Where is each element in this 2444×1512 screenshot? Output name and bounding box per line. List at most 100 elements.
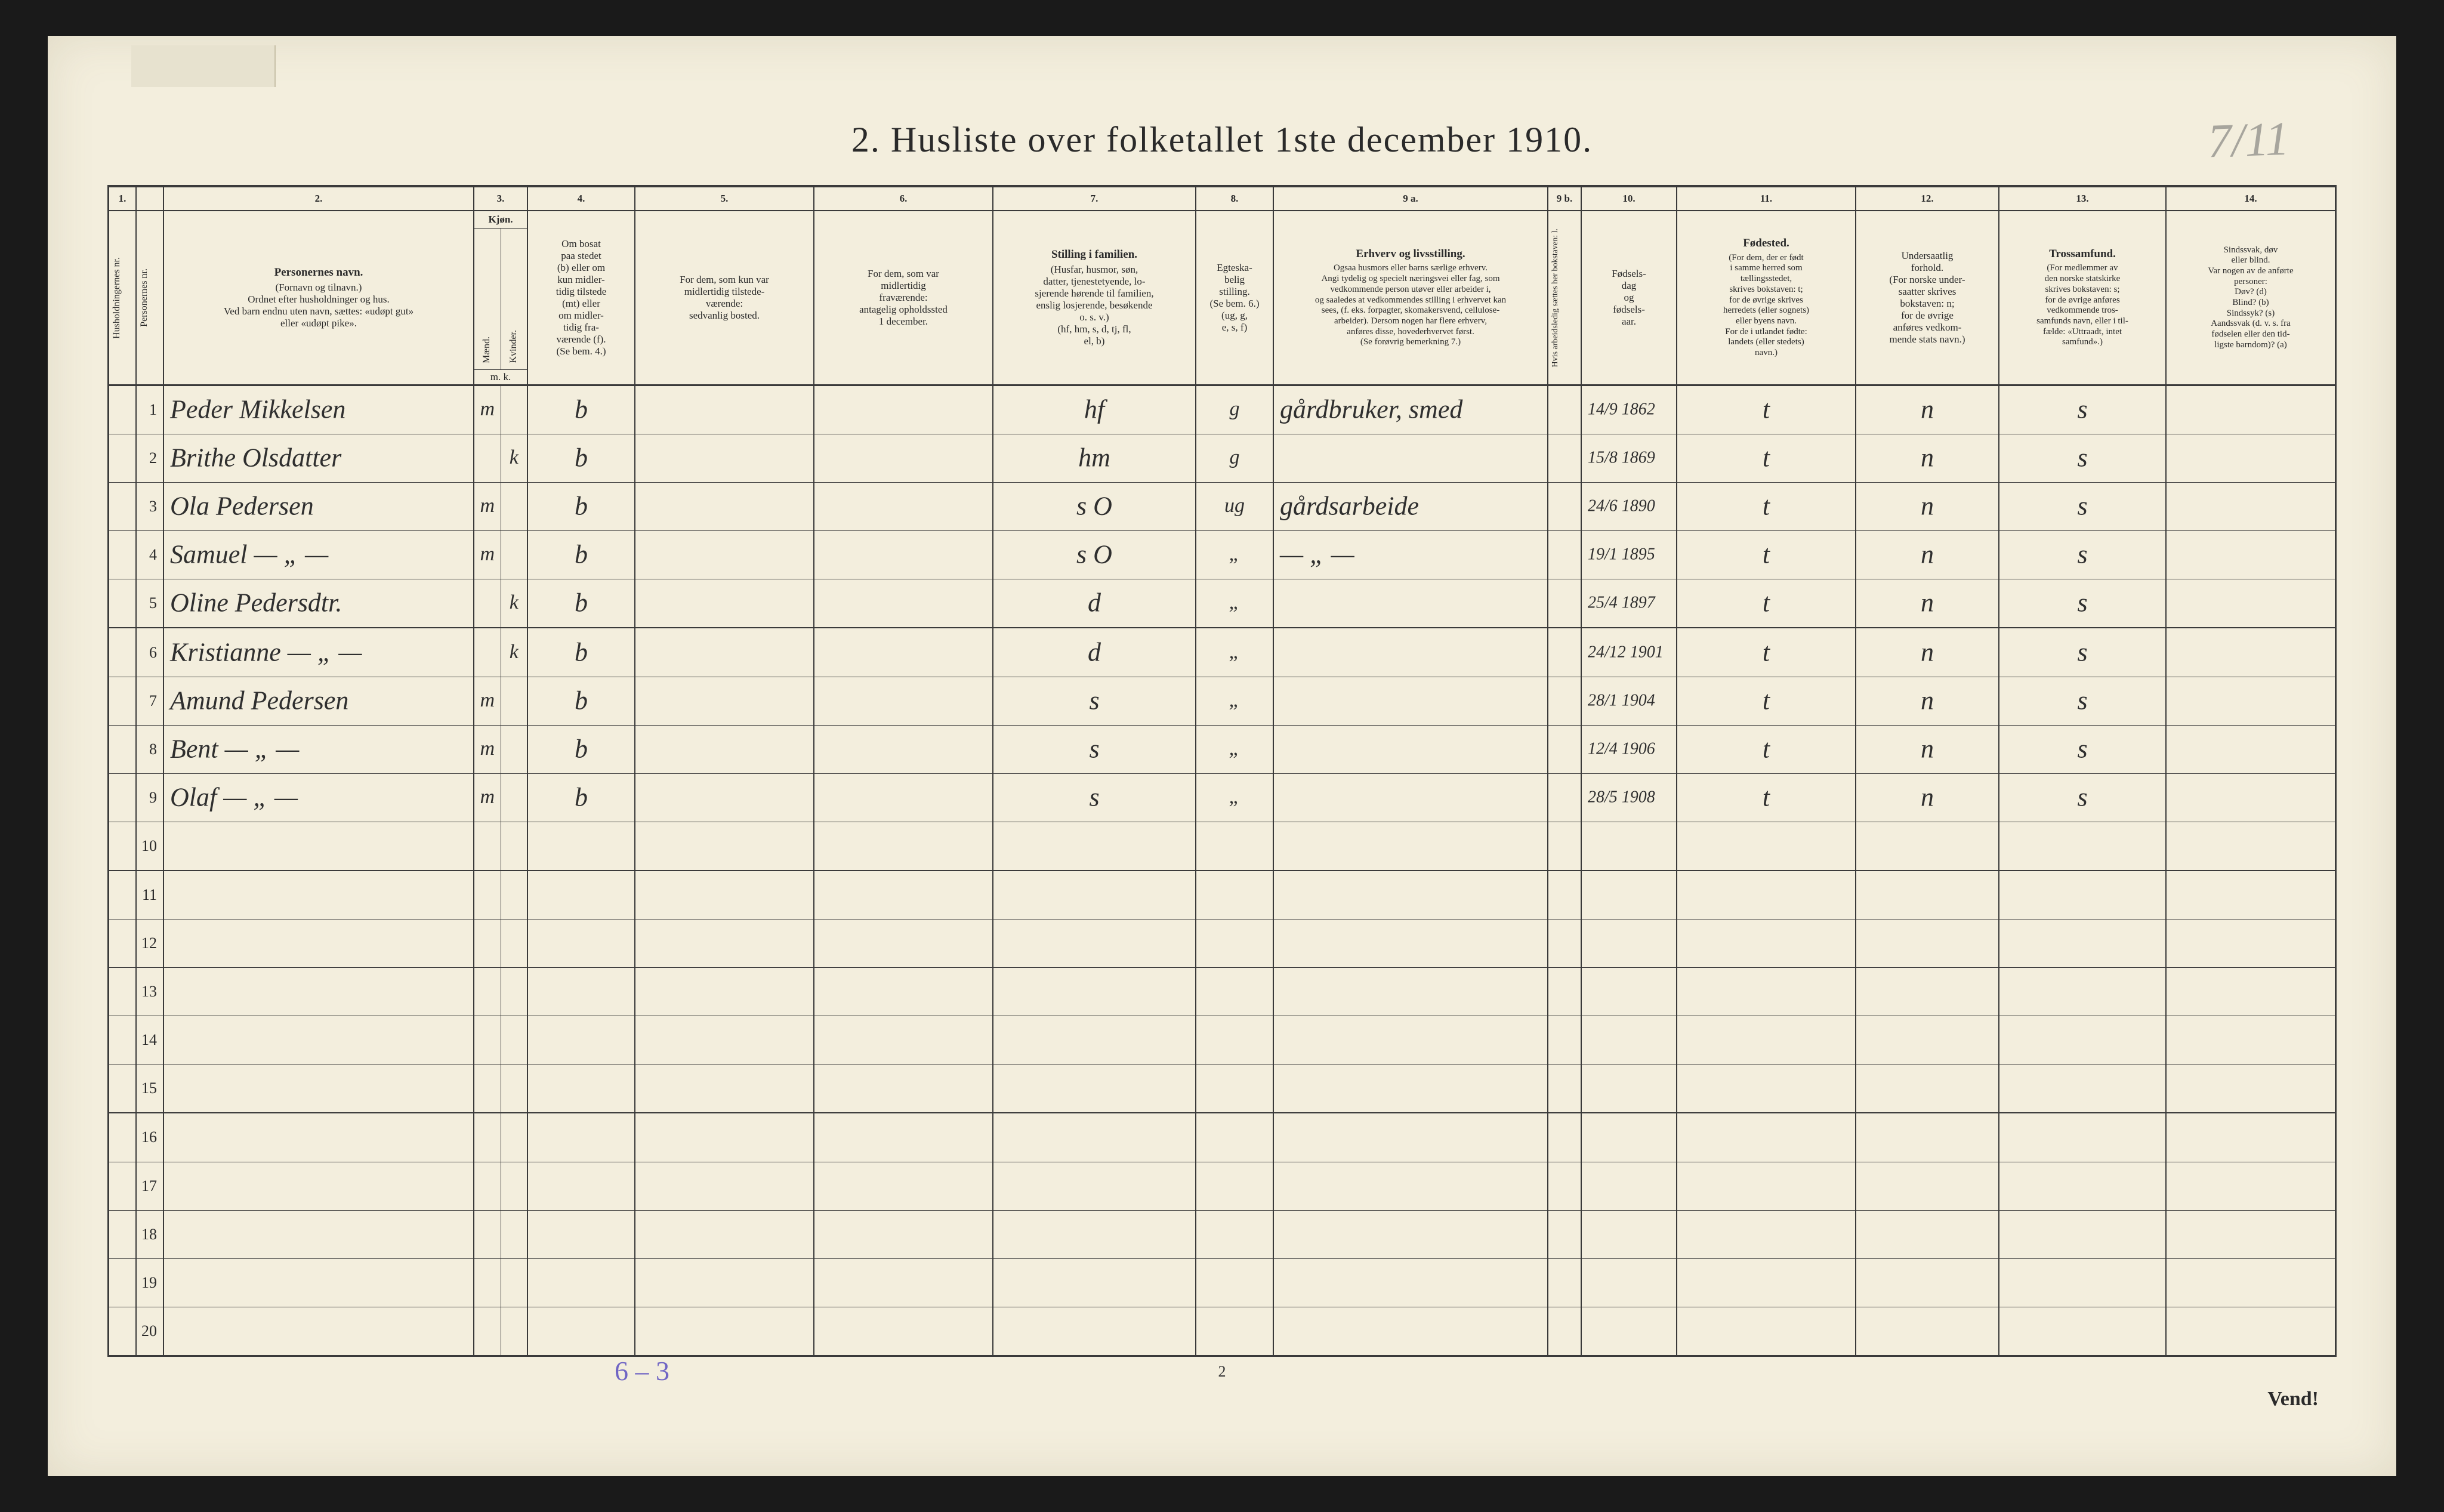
cell — [993, 822, 1196, 870]
cell: b — [528, 677, 635, 725]
header-kjon-kvinder: Kvinder. — [508, 326, 520, 367]
cell — [1999, 1162, 2167, 1210]
cell — [109, 871, 137, 919]
cell — [1274, 822, 1548, 870]
cell-value: 20 — [141, 1322, 161, 1340]
header-husholdning-nr-label: Husholdningernes nr. — [112, 254, 133, 342]
cell — [1999, 1307, 2167, 1355]
cell-value: Amund Pedersen — [170, 685, 470, 715]
cell: gårdsarbeide — [1274, 483, 1548, 530]
cell — [164, 919, 474, 967]
cell: n — [1856, 726, 1999, 773]
cell — [814, 434, 993, 482]
cell — [164, 871, 474, 919]
cell: 15/8 1869 — [1582, 434, 1677, 482]
table-row: 1Peder Mikkelsenmbhfggårdbruker, smed14/… — [109, 386, 2335, 434]
cell — [814, 1064, 993, 1112]
cell: s — [1999, 774, 2167, 822]
cell — [1677, 1016, 1856, 1064]
cell-value: hm — [993, 443, 1195, 473]
cell — [814, 726, 993, 773]
cell-value: t — [1677, 637, 1855, 667]
cell — [1196, 871, 1274, 919]
header-fodselsdag: Fødsels- dag og fødsels- aar. — [1582, 211, 1677, 384]
cell — [109, 1064, 137, 1112]
page-title: 2. Husliste over folketallet 1ste decemb… — [48, 119, 2396, 161]
cell — [2167, 1259, 2335, 1307]
cell-value: g — [1196, 398, 1273, 421]
cell — [1548, 919, 1582, 967]
header-stilling-bold: Stilling i familien. — [996, 248, 1193, 261]
cell — [2167, 1016, 2335, 1064]
cell — [635, 774, 814, 822]
colnum-1b — [137, 187, 164, 210]
cell — [2167, 483, 2335, 530]
cell — [635, 1259, 814, 1307]
cell — [1274, 628, 1548, 676]
cell — [2167, 579, 2335, 627]
cell — [164, 822, 474, 870]
cell-value: t — [1677, 685, 1855, 715]
cell — [109, 386, 137, 434]
cell — [1196, 1162, 1274, 1210]
cell: n — [1856, 386, 1999, 434]
cell — [814, 483, 993, 530]
cell-value: s O — [993, 539, 1195, 570]
cell — [164, 1211, 474, 1258]
cell: m — [474, 483, 528, 530]
cell — [1548, 774, 1582, 822]
cell — [1999, 1211, 2167, 1258]
cell-value: s O — [993, 491, 1195, 522]
cell — [635, 968, 814, 1016]
cell-value: b — [528, 443, 634, 473]
cell: s — [1999, 726, 2167, 773]
cell-value: t — [1677, 491, 1855, 522]
viewport: 2. Husliste over folketallet 1ste decemb… — [0, 0, 2444, 1512]
header-kjon: Kjøn. Mænd. Kvinder. m. k. — [474, 211, 528, 384]
cell: 12 — [137, 919, 164, 967]
body-rows: 1Peder Mikkelsenmbhfggårdbruker, smed14/… — [109, 386, 2335, 1355]
cell: s O — [993, 531, 1196, 579]
cell — [109, 1307, 137, 1355]
cell — [474, 1064, 528, 1112]
cell-sex-m: m — [474, 544, 501, 566]
header-sindssvak: Sindssvak, døv eller blind. Var nogen av… — [2167, 211, 2335, 384]
cell-value: n — [1856, 491, 1998, 522]
header-egteskab: Egteska- belig stilling. (Se bem. 6.) (u… — [1196, 211, 1274, 384]
cell — [1548, 483, 1582, 530]
cell: n — [1856, 579, 1999, 627]
cell-value: 15 — [141, 1079, 161, 1097]
cell — [1274, 434, 1548, 482]
cell — [1274, 919, 1548, 967]
cell — [814, 579, 993, 627]
cell — [1856, 1211, 1999, 1258]
cell-sex-m: m — [474, 495, 501, 517]
cell-value: 28/5 1908 — [1588, 788, 1672, 807]
cell: n — [1856, 531, 1999, 579]
cell — [109, 1162, 137, 1210]
cell: hm — [993, 434, 1196, 482]
cell-value: ug — [1196, 495, 1273, 517]
cell-value: 14/9 1862 — [1588, 400, 1672, 419]
cell-value: b — [528, 394, 634, 425]
cell — [1274, 871, 1548, 919]
cell — [1999, 822, 2167, 870]
cell: s — [993, 726, 1196, 773]
cell-value: 12/4 1906 — [1588, 739, 1672, 758]
cell: 9 — [137, 774, 164, 822]
cell — [1548, 1307, 1582, 1355]
cell — [635, 871, 814, 919]
cell — [2167, 1211, 2335, 1258]
cell — [1548, 386, 1582, 434]
cell-value: s — [1999, 491, 2165, 522]
colnum-11: 11. — [1677, 187, 1856, 210]
table-row: 15 — [109, 1064, 2335, 1113]
cell-value: „ — [1196, 738, 1273, 760]
cell — [814, 1211, 993, 1258]
cell: 20 — [137, 1307, 164, 1355]
cell — [164, 1016, 474, 1064]
table-row: 13 — [109, 968, 2335, 1016]
cell: „ — [1196, 726, 1274, 773]
cell-value: n — [1856, 637, 1998, 667]
header-kjon-foot: m. k. — [474, 369, 527, 384]
